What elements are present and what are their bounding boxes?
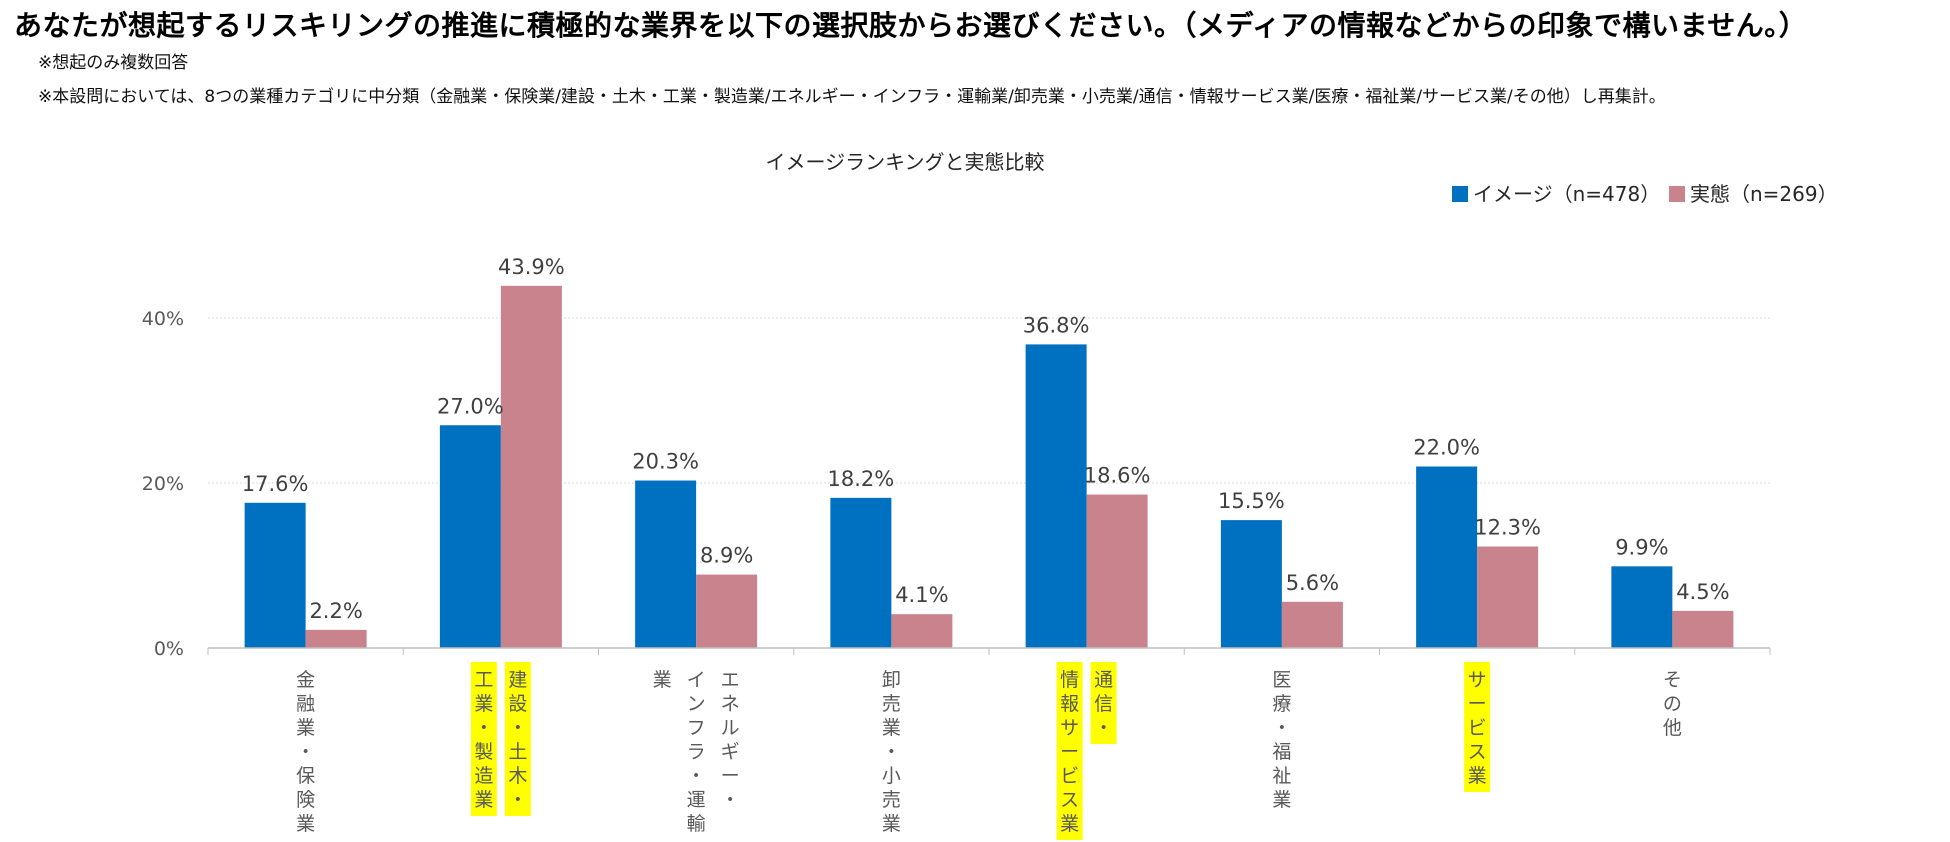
data-label-actual-2: 8.9% <box>700 544 753 568</box>
x-category-label-line: 工業・製造業 <box>474 669 493 811</box>
data-label-actual-1: 43.9% <box>498 255 565 279</box>
data-label-actual-0: 2.2% <box>309 599 362 623</box>
x-category-label-5: 医療・福祉業 <box>1272 669 1291 811</box>
data-label-image-3: 18.2% <box>828 467 895 491</box>
x-category-label-4: 通信・情報サービス業 <box>1056 662 1117 840</box>
bar-actual-7 <box>1672 610 1734 648</box>
data-label-actual-4: 18.6% <box>1084 464 1151 488</box>
data-label-actual-6: 12.3% <box>1474 516 1541 540</box>
bar-actual-5 <box>1281 601 1343 648</box>
x-category-label-line: サービス業 <box>1468 669 1487 787</box>
data-label-actual-7: 4.5% <box>1676 580 1729 604</box>
x-category-label-line: その他 <box>1663 669 1682 739</box>
x-category-label-2: エネルギー・インフラ・運輸業 <box>653 669 740 835</box>
bar-actual-3 <box>891 614 953 648</box>
data-label-image-6: 22.0% <box>1413 436 1480 460</box>
x-category-label-line: エネルギー・ <box>721 669 740 811</box>
data-label-actual-5: 5.6% <box>1286 571 1339 595</box>
bar-image-5 <box>1220 520 1282 648</box>
data-label-image-0: 17.6% <box>242 472 309 496</box>
x-category-label-line: 通信・ <box>1094 669 1113 739</box>
y-tick-label: 20% <box>142 473 184 495</box>
x-category-label-1: 建設・土木・工業・製造業 <box>470 662 531 816</box>
bar-image-2 <box>635 480 697 648</box>
legend-label-0: イメージ（n=478） <box>1473 182 1660 206</box>
bar-actual-1 <box>500 285 562 648</box>
data-label-image-7: 9.9% <box>1615 535 1668 559</box>
bar-image-6 <box>1416 466 1478 648</box>
legend-label-1: 実態（n=269） <box>1690 182 1838 206</box>
bar-actual-2 <box>696 574 758 648</box>
data-label-image-1: 27.0% <box>437 394 504 418</box>
x-category-label-line: 卸売業・小売業 <box>882 669 901 835</box>
bar-actual-0 <box>305 629 367 648</box>
category-highlight <box>1464 662 1491 792</box>
y-tick-label: 40% <box>142 308 184 330</box>
category-highlight <box>1056 662 1083 840</box>
bar-actual-6 <box>1477 546 1539 648</box>
x-category-label-7: その他 <box>1663 669 1682 739</box>
x-category-label-line: 金融業・保険業 <box>296 669 315 835</box>
x-category-label-line: 業 <box>653 669 672 691</box>
bar-actual-4 <box>1086 494 1148 648</box>
x-category-label-line: インフラ・運輸 <box>687 669 706 835</box>
data-label-image-5: 15.5% <box>1218 489 1285 513</box>
page-title: あなたが想起するリスキリングの推進に積極的な業界を以下の選択肢からお選びください… <box>14 9 1808 42</box>
category-highlight <box>470 662 497 816</box>
chart-title: イメージランキングと実態比較 <box>766 150 1045 174</box>
data-label-image-2: 20.3% <box>632 450 699 474</box>
data-labels: 17.6% 27.0% 20.3% 18.2% 36.8% 15.5% 22.0% 9.9% 2… <box>242 255 1730 623</box>
chart-legend: イメージ（n=478） 実態（n=269） <box>1452 182 1838 206</box>
note-multiple-answers: ※想起のみ複数回答 <box>38 53 189 73</box>
bar-image-3 <box>830 497 892 648</box>
category-highlight <box>1090 662 1117 744</box>
bar-image-4 <box>1025 344 1087 648</box>
x-category-label-line: 医療・福祉業 <box>1272 669 1291 811</box>
legend-swatch-0 <box>1452 186 1468 202</box>
x-axis: 金融業・保険業 建設・土木・工業・製造業 エネルギー・インフラ・運輸業 卸売業・小売業… <box>207 647 1771 840</box>
x-category-label-line: 情報サービス業 <box>1060 669 1079 835</box>
bar-chart: イメージランキングと実態比較 イメージ（n=478） 実態（n=269） 0% 20… <box>142 150 1838 840</box>
y-axis: 0% 20% 40% <box>142 308 184 660</box>
data-label-image-4: 36.8% <box>1023 313 1090 337</box>
bars <box>244 285 1734 648</box>
category-highlight <box>504 662 531 816</box>
bar-image-1 <box>439 425 501 648</box>
x-category-label-0: 金融業・保険業 <box>296 669 315 835</box>
bar-image-0 <box>244 502 306 648</box>
y-tick-label: 0% <box>154 638 184 660</box>
note-category-regrouping: ※本設問においては、8つの業種カテゴリに中分類（金融業・保険業/建設・土木・工業… <box>38 87 1666 107</box>
data-label-actual-3: 4.1% <box>895 583 948 607</box>
x-category-label-6: サービス業 <box>1464 662 1491 792</box>
x-category-label-3: 卸売業・小売業 <box>882 669 901 835</box>
legend-swatch-1 <box>1669 186 1685 202</box>
bar-image-7 <box>1611 566 1673 648</box>
x-category-label-line: 建設・土木・ <box>508 669 527 811</box>
